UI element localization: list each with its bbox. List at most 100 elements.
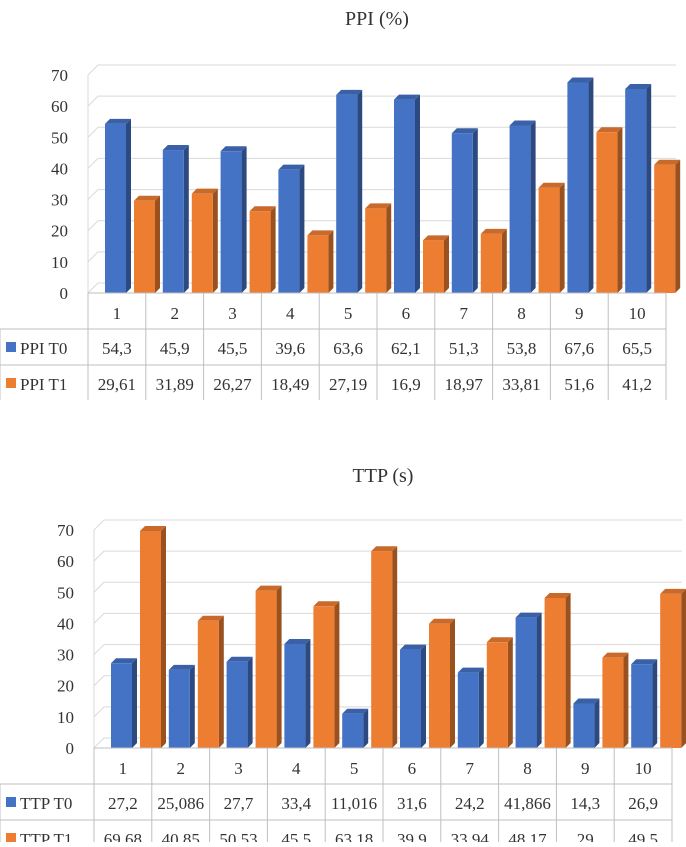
ttp-data-label: 25,086 (157, 794, 204, 813)
ppi-bar-top (423, 235, 449, 241)
ppi-bar-side (126, 118, 131, 293)
ttp-data-label: 41,866 (504, 794, 551, 813)
ppi-bar (451, 133, 473, 293)
ttp-data-label: 24,2 (455, 794, 485, 813)
ppi-bar-top (509, 120, 536, 126)
ppi-bar (596, 132, 618, 293)
ttp-data-label: 33,4 (281, 794, 311, 813)
ttp-series-name: TTP T1 (20, 830, 72, 842)
ppi-gridline (87, 220, 676, 232)
ttp-data-label: 31,6 (397, 794, 427, 813)
ttp-ytick-label: 60 (57, 552, 74, 571)
ttp-bar-top (140, 525, 166, 531)
ttp-bar-side (132, 658, 137, 748)
ppi-bar-side (617, 127, 623, 293)
ppi-bar-top (162, 145, 189, 151)
ttp-bar (602, 657, 624, 748)
ttp-bar-side (334, 601, 340, 748)
ppi-chart: PPI (%) 0 10 20 30 40 50 60 70 1 2 3 4 5 6 7 8 9 10 PPI T0 5… (0, 0, 686, 402)
ttp-ytick-label: 30 (57, 646, 74, 665)
ppi-data-label: 53,8 (507, 339, 537, 358)
ppi-legend-key (6, 378, 16, 388)
ttp-bar-top (544, 592, 571, 598)
ttp-bar-top (111, 658, 137, 664)
ppi-bar-top (191, 188, 218, 194)
ppi-bar-top (394, 94, 420, 100)
ppi-legend-key (6, 342, 16, 352)
ppi-series-name: PPI T1 (20, 375, 67, 394)
ttp-bar-top (457, 667, 484, 673)
ttp-bar (313, 606, 335, 748)
ttp-bar-top (429, 618, 455, 624)
ttp-data-label: 14,3 (570, 794, 600, 813)
ttp-bar-side (594, 698, 600, 748)
ttp-data-label: 39,9 (397, 830, 427, 842)
ttp-ytick-label: 40 (57, 614, 74, 633)
ttp-bar-top (255, 585, 282, 591)
ttp-bar (342, 713, 364, 748)
ppi-bar (162, 150, 184, 293)
ttp-legend-key (6, 797, 16, 807)
ppi-bar-top (249, 206, 276, 212)
ppi-bar-side (299, 164, 305, 293)
ttp-bar-top (602, 652, 629, 658)
ttp-bar-side (392, 546, 398, 748)
ppi-bar-top (134, 195, 160, 201)
ppi-bar-top (567, 77, 594, 83)
ttp-data-label: 45,5 (281, 830, 311, 842)
ttp-data-label: 26,9 (628, 794, 658, 813)
ppi-data-label: 63,6 (333, 339, 363, 358)
ppi-bar-side (588, 77, 594, 293)
ttp-category-label: 1 (119, 759, 128, 778)
ttp-bar-top (313, 601, 340, 607)
ppi-data-label: 18,97 (445, 375, 484, 394)
ttp-ytick-label: 70 (57, 521, 74, 540)
ttp-category-label: 6 (408, 759, 417, 778)
ttp-bar-side (276, 585, 282, 748)
ppi-data-label: 67,6 (564, 339, 594, 358)
ttp-bar (515, 617, 537, 748)
ppi-bar (336, 94, 358, 293)
ppi-gridline (87, 64, 676, 76)
ppi-bar-side (444, 235, 449, 293)
ttp-bar-top (342, 708, 369, 714)
ppi-data-label: 54,3 (102, 339, 132, 358)
ttp-category-label: 2 (176, 759, 185, 778)
ppi-category-label: 7 (459, 304, 468, 323)
ppi-bar-top (596, 127, 623, 133)
ttp-data-label: 29 (577, 830, 594, 842)
ppi-bar-top (336, 89, 363, 95)
ppi-bar-side (559, 182, 565, 293)
ppi-bar-side (270, 206, 276, 293)
ppi-bar (105, 123, 126, 293)
ppi-bar-side (415, 94, 420, 293)
ttp-data-label: 27,7 (224, 794, 254, 813)
ppi-category-label: 3 (228, 304, 237, 323)
ppi-bar-top (451, 128, 478, 134)
ttp-ytick-label: 10 (57, 708, 74, 727)
ppi-bar-side (386, 203, 392, 293)
ppi-bar-side (155, 195, 160, 293)
ppi-series-name: PPI T0 (20, 339, 67, 358)
ppi-data-label: 27,19 (329, 375, 367, 394)
ppi-data-label: 33,81 (502, 375, 540, 394)
ttp-bar (371, 551, 393, 748)
ttp-ytick-label: 20 (57, 677, 74, 696)
ppi-category-label: 8 (517, 304, 526, 323)
ppi-bar (134, 200, 155, 293)
ttp-bar-side (189, 664, 195, 748)
ppi-data-label: 16,9 (391, 375, 421, 394)
ttp-gridline (93, 612, 682, 624)
ppi-bar-top (538, 182, 565, 188)
ttp-bar-side (247, 656, 253, 748)
ppi-bar (191, 193, 213, 293)
ttp-bar-side (565, 592, 571, 748)
ttp-data-label: 40,85 (162, 830, 200, 842)
ppi-bar (625, 89, 647, 293)
ttp-bar-side (623, 652, 629, 748)
ttp-category-label: 9 (581, 759, 590, 778)
ppi-bar-top (480, 228, 507, 234)
ppi-bar (220, 151, 242, 293)
ttp-bar-side (681, 589, 686, 748)
ttp-bar (197, 620, 219, 748)
